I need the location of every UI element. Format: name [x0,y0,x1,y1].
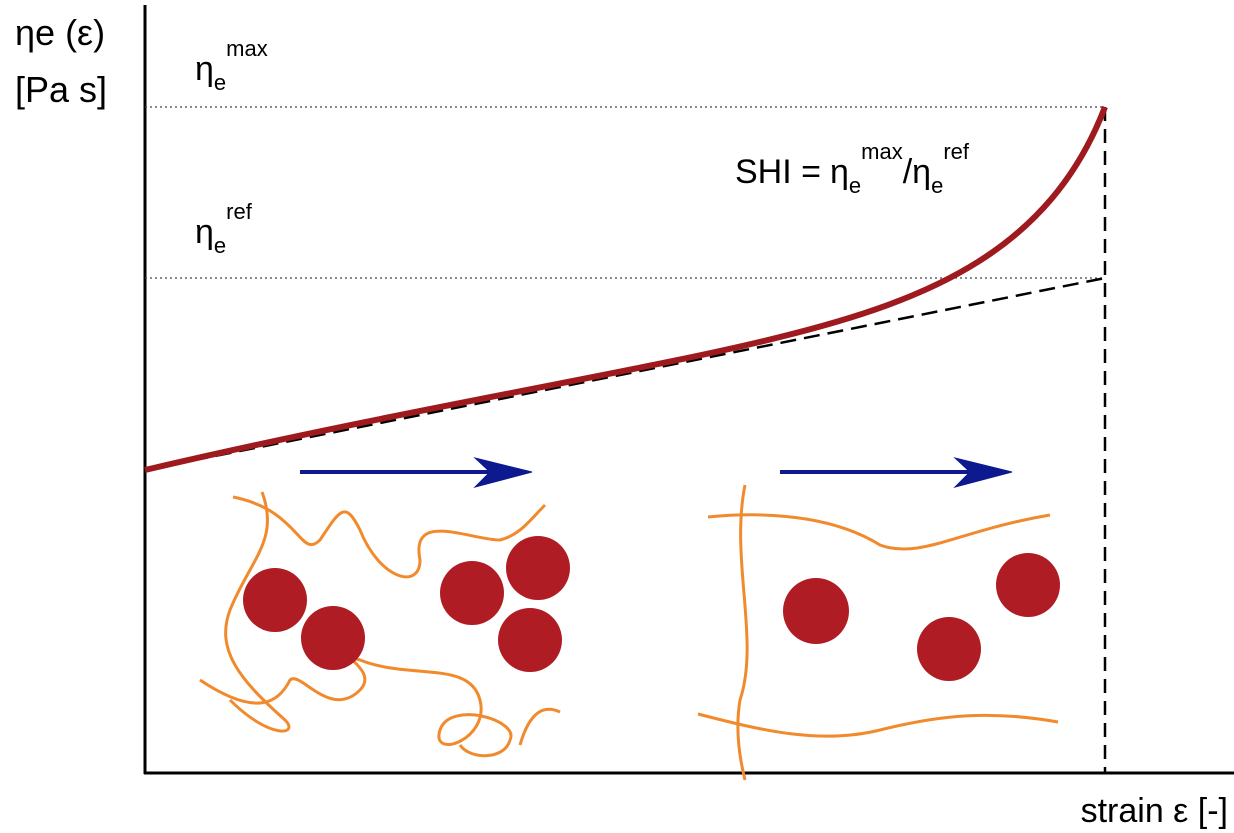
symbol: η [15,12,35,53]
particle [301,606,365,670]
symbol: η [195,50,214,88]
x-axis-label: strain ε [-] [1081,792,1228,830]
superscript: ref [943,139,970,164]
subscript: e [849,173,861,198]
particle [917,617,981,681]
particle [243,568,307,632]
symbol: η [830,153,849,191]
chain [708,515,1050,549]
chain [233,497,545,577]
formula-lhs: SHI = [735,153,821,191]
filler-particles [243,536,1060,681]
chain [738,485,747,780]
chain [200,657,511,755]
chain [698,714,1058,736]
shi-formula: SHI =ηemax/ηeref [735,139,970,198]
subscript: e [931,173,943,198]
subscript: e [35,12,55,53]
ref-label: ηeref [195,199,253,258]
polymer-chains-stretched [698,485,1058,780]
linear-reference [145,278,1105,470]
argument: (ε) [65,12,105,53]
chain [520,709,560,745]
superscript: ref [226,199,253,224]
diagram: ηe(ε) [Pa s] ηemax ηeref SHI =ηemax/ηere… [0,0,1234,833]
superscript: max [226,36,268,61]
max-label: ηemax [195,36,268,95]
symbol: η [912,153,931,191]
particle [498,608,562,672]
y-axis-label: ηe(ε) [15,12,105,53]
symbol: η [195,213,214,251]
particle [506,536,570,600]
subscript: e [214,233,226,258]
strain-arrows [300,458,1012,487]
particle [440,561,504,625]
y-axis-unit: [Pa s] [15,69,107,110]
page: ηe(ε) [Pa s] ηemax ηeref SHI =ηemax/ηere… [0,0,1234,833]
superscript: max [861,139,903,164]
subscript: e [214,70,226,95]
particle [996,553,1060,617]
particle [783,578,849,644]
